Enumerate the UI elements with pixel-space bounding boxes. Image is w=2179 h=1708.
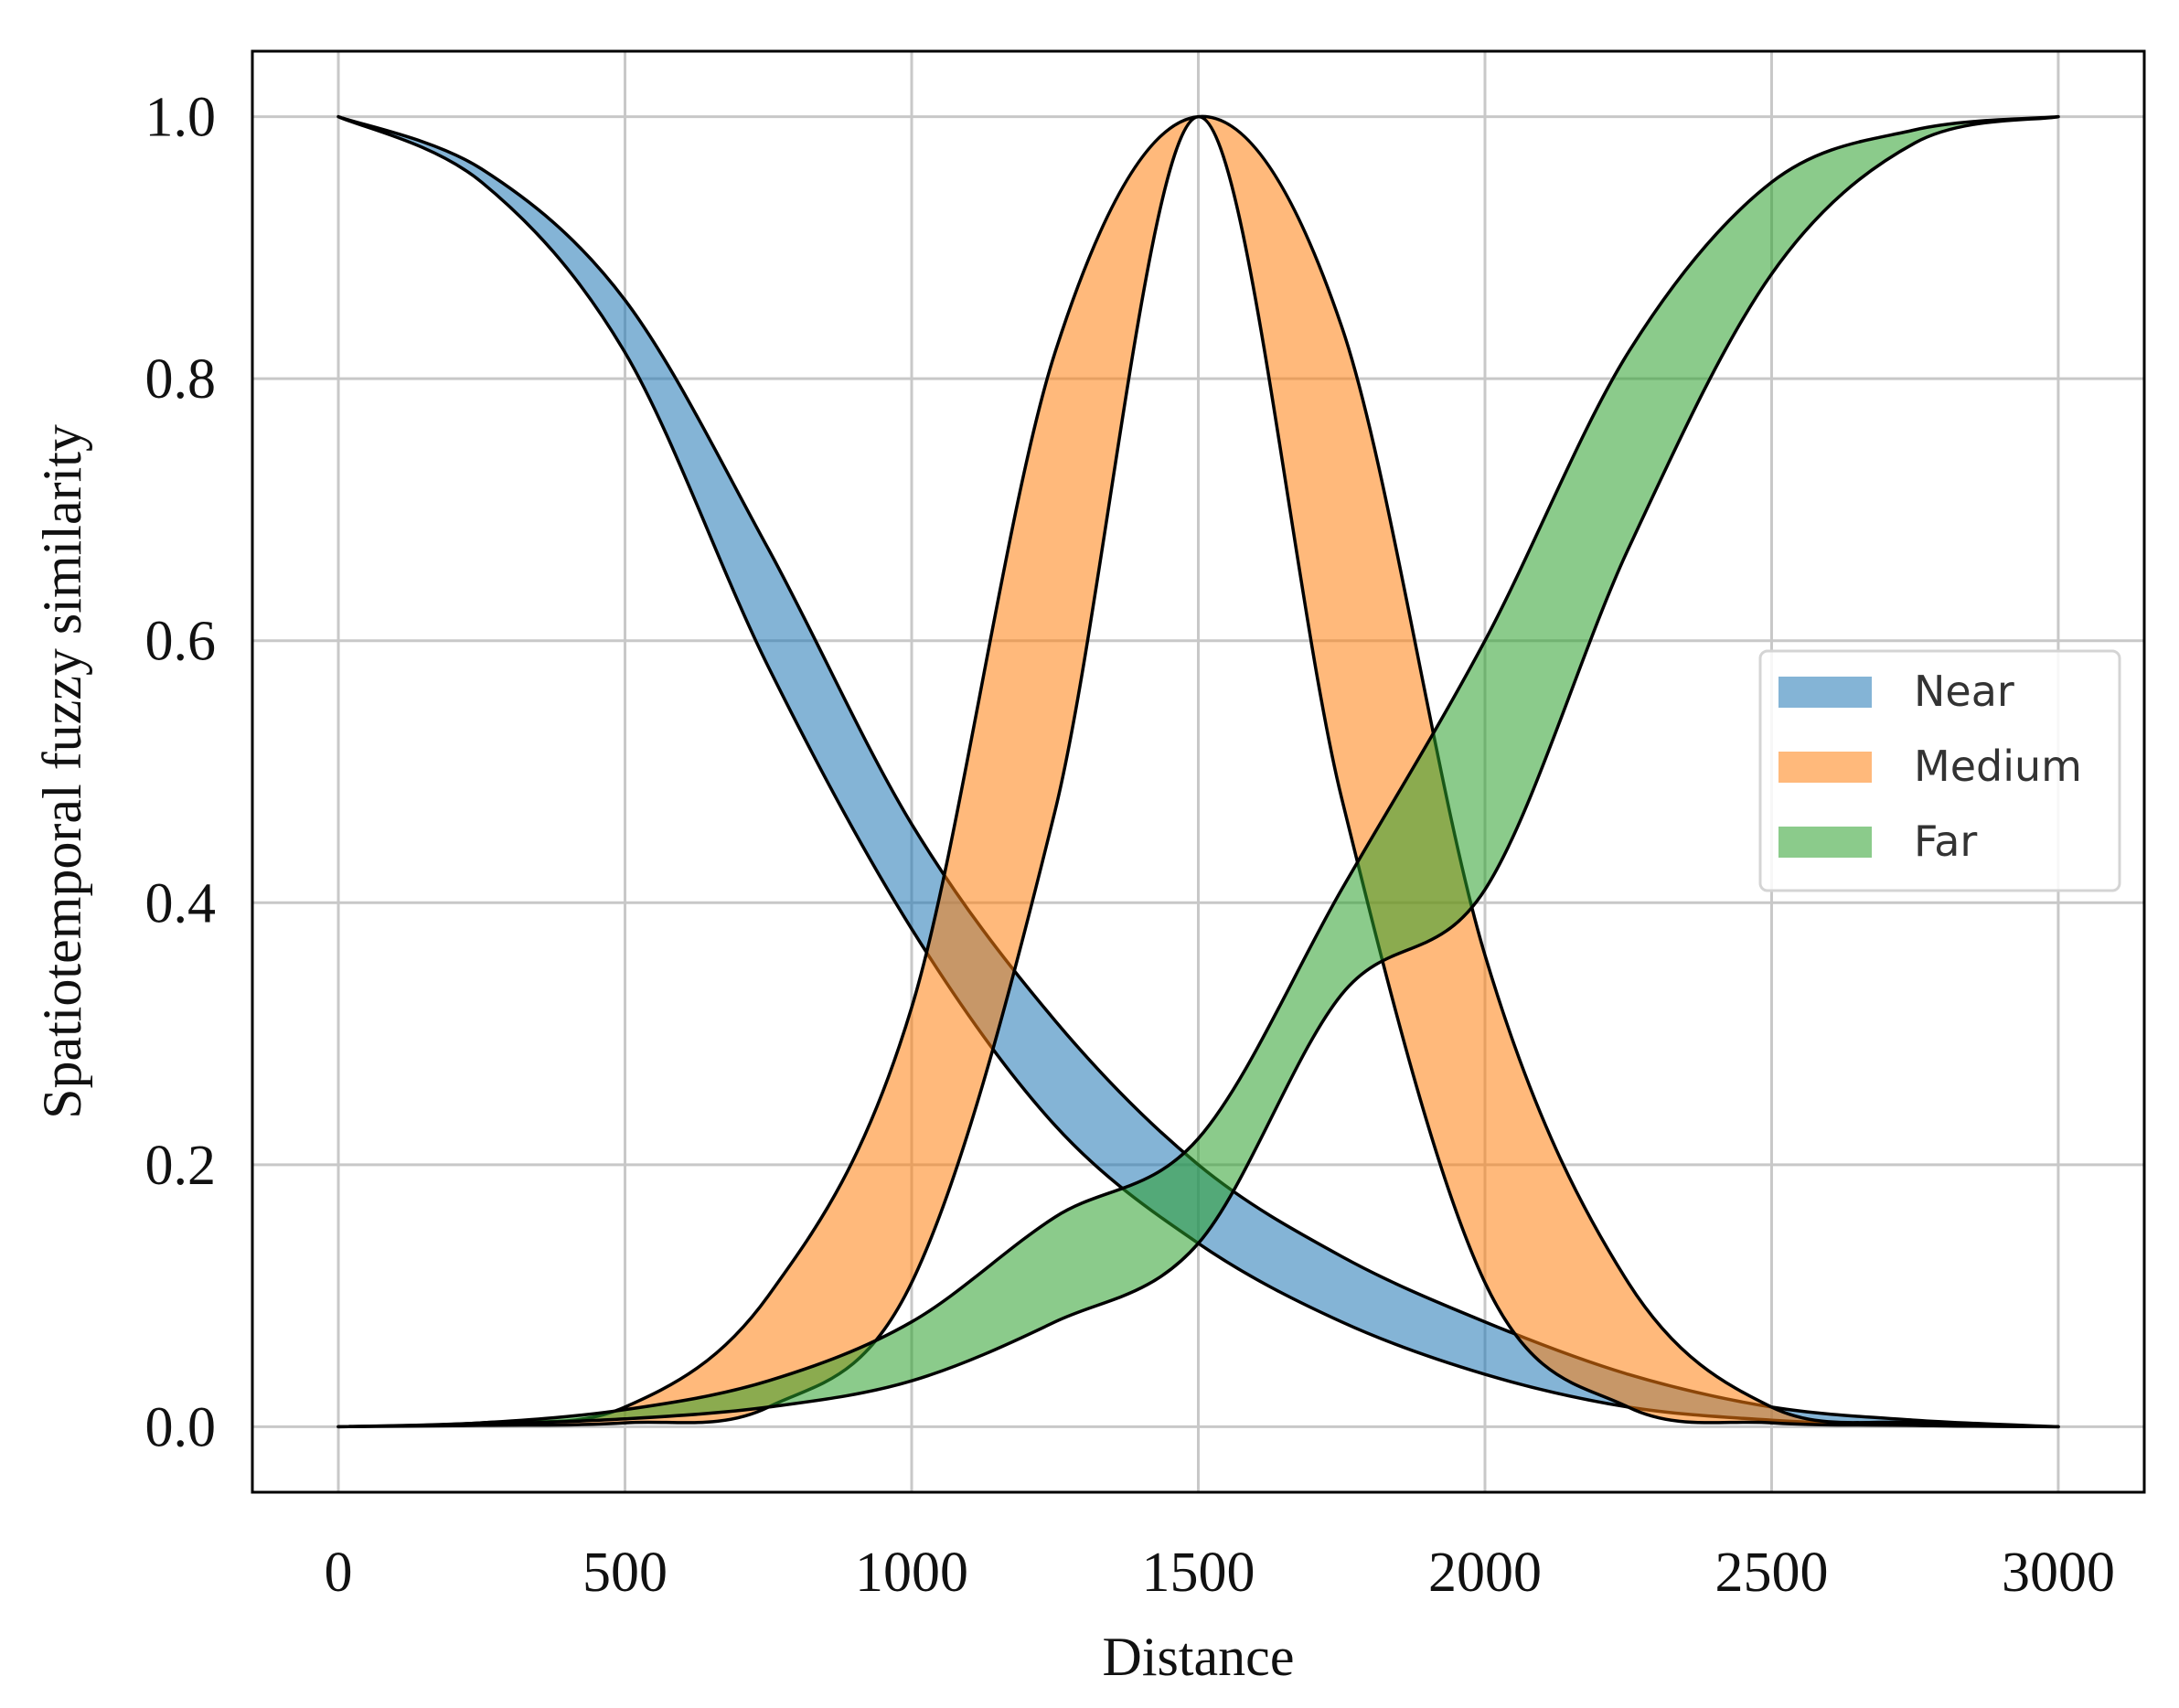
x-tick-label: 2500 bbox=[1714, 1542, 1828, 1604]
legend-swatch-near bbox=[1778, 677, 1872, 708]
y-tick-label: 0.2 bbox=[145, 1135, 217, 1197]
x-tick-label: 2000 bbox=[1428, 1542, 1542, 1604]
y-tick-label: 0.0 bbox=[145, 1396, 217, 1458]
legend: Near Medium Far bbox=[1758, 649, 2121, 892]
y-axis-label: Spatiotemporal fuzzy similarity bbox=[32, 424, 92, 1119]
y-tick-label: 0.4 bbox=[145, 872, 217, 934]
x-ticks: 0 500 1000 1500 2000 2500 3000 bbox=[325, 1542, 2115, 1604]
y-tick-label: 0.8 bbox=[145, 348, 217, 411]
legend-label-medium: Medium bbox=[1914, 742, 2082, 791]
legend-swatch-far bbox=[1778, 827, 1872, 858]
legend-swatch-medium bbox=[1778, 752, 1872, 783]
bands bbox=[336, 114, 2060, 1429]
x-tick-label: 500 bbox=[582, 1542, 668, 1604]
x-axis-label: Distance bbox=[1103, 1627, 1295, 1687]
x-tick-label: 1500 bbox=[1142, 1542, 1255, 1604]
x-tick-label: 0 bbox=[325, 1542, 353, 1604]
band-medium bbox=[336, 114, 2060, 1429]
legend-label-far: Far bbox=[1914, 817, 1977, 866]
legend-label-near: Near bbox=[1914, 667, 2014, 716]
y-tick-label: 1.0 bbox=[145, 87, 217, 149]
grid bbox=[252, 51, 2144, 1492]
plot-frame bbox=[251, 49, 2146, 1494]
x-tick-label: 1000 bbox=[855, 1542, 968, 1604]
x-tick-label: 3000 bbox=[2002, 1542, 2115, 1604]
band-far bbox=[336, 114, 2060, 1429]
y-ticks: 0.0 0.2 0.4 0.6 0.8 1.0 bbox=[145, 87, 217, 1459]
y-tick-label: 0.6 bbox=[145, 611, 217, 673]
